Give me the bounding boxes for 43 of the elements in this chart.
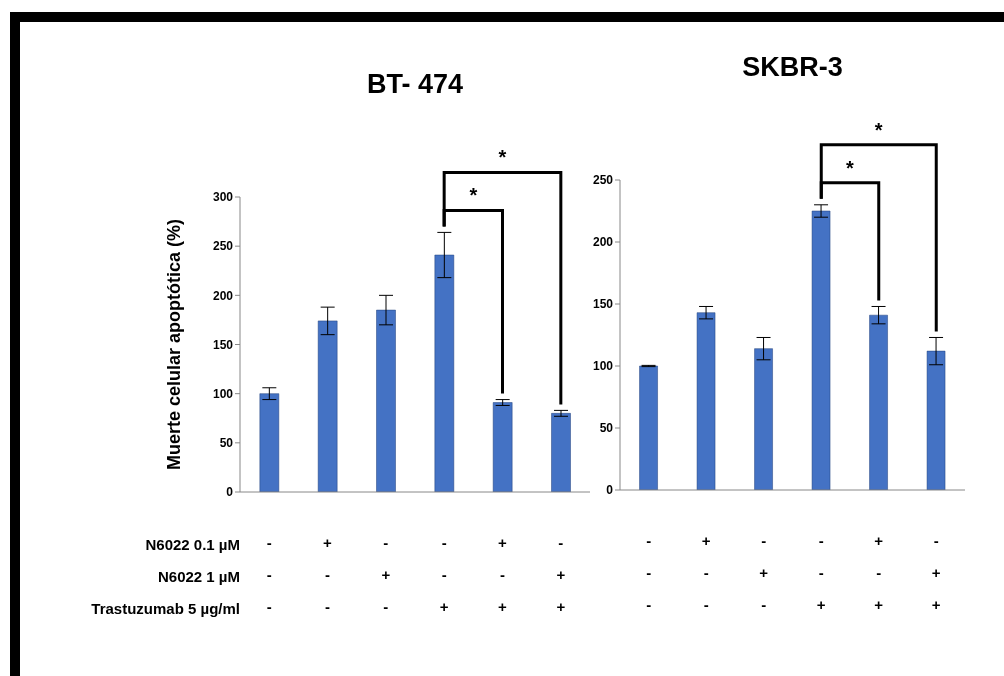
bar [317, 320, 338, 492]
x-tick-label: + - - [323, 534, 333, 615]
y-tick-label: 250 [212, 239, 234, 254]
x-tick-label: - + - [759, 532, 769, 613]
bar [926, 350, 946, 490]
y-tick-label: 300 [212, 190, 234, 205]
y-tick-label: 50 [219, 436, 234, 451]
y-tick-label: 100 [212, 386, 234, 401]
y-tick-label: 100 [592, 359, 614, 374]
bar [551, 413, 571, 492]
text: * [498, 146, 507, 169]
y-tick-label: 150 [212, 337, 234, 352]
x-tick-label: + - + [498, 534, 508, 615]
y-tick-label: 0 [226, 485, 234, 500]
y-tick-label: 0 [606, 483, 614, 498]
x-tick-label: - + - [381, 534, 391, 615]
x-tick-label: + - - [701, 532, 711, 613]
chart-title: SKBR-3 [741, 52, 844, 83]
bar [259, 393, 280, 492]
y-axis-title: Muerte celular apoptótica (%) [164, 218, 184, 471]
chart-title: BT- 474 [365, 69, 464, 100]
x-axis-title: N6022 0.1 µM N6022 1 µM Trastuzumab 5 µg/ml [91, 536, 240, 617]
bar [492, 402, 513, 492]
bar [696, 312, 716, 490]
x-tick-label: - - - [646, 532, 652, 613]
x-tick-label: - + + [931, 532, 941, 613]
x-tick-label: + - + [874, 532, 884, 613]
y-tick-label: 150 [592, 297, 614, 312]
x-tick-label: - - - [266, 534, 272, 615]
x-tick-label: - + + [556, 534, 566, 615]
y-tick-label: 50 [599, 421, 614, 436]
y-tick-label: 200 [592, 235, 614, 250]
annotation: * [469, 184, 478, 207]
text: * [846, 156, 855, 179]
bar [754, 348, 773, 490]
bar [869, 314, 888, 490]
y-tick-label: 250 [592, 173, 614, 188]
text: * [874, 118, 883, 141]
bar [376, 309, 396, 492]
y-tick-label: 200 [212, 288, 234, 303]
x-tick-label: - - + [439, 534, 449, 615]
x-tick-label: - - + [816, 532, 826, 613]
bar [639, 365, 658, 490]
